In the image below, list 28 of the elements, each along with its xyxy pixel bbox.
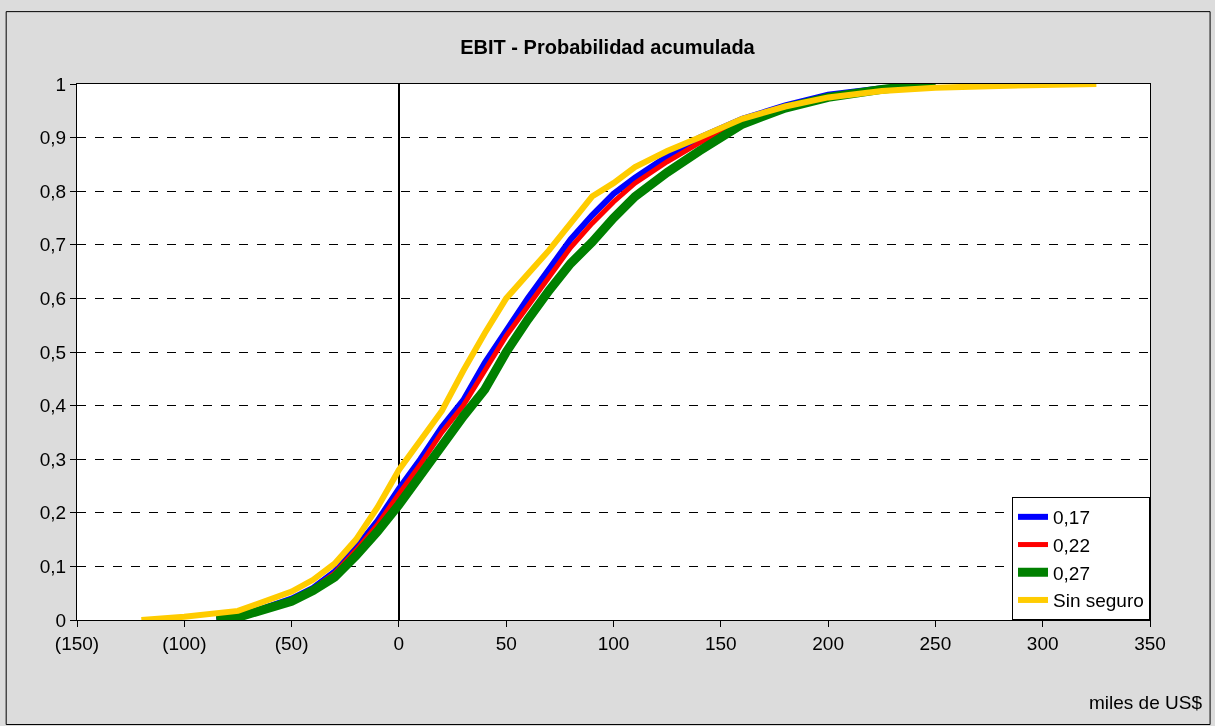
y-tick-label: 0,8 <box>39 180 67 202</box>
y-tick-label: 0,4 <box>39 395 67 417</box>
y-tick-label: 0,5 <box>39 341 67 363</box>
x-tick-label: 150 <box>704 632 737 654</box>
x-axis-title: miles de US$ <box>1089 692 1203 713</box>
x-tick-label: (100) <box>162 632 207 654</box>
x-tick-label: 50 <box>495 632 517 654</box>
x-tick-label: (50) <box>274 632 309 654</box>
y-tick-label: 0,7 <box>39 234 67 256</box>
legend-label: 0,17 <box>1053 507 1090 529</box>
x-tick-label: 100 <box>597 632 630 654</box>
x-tick-label: (150) <box>54 632 100 654</box>
legend-label: Sin seguro <box>1053 590 1144 612</box>
y-tick-label: 1 <box>55 73 67 95</box>
chart-title: EBIT - Probabilidad acumulada <box>460 36 756 59</box>
x-tick-label: 300 <box>1026 632 1059 654</box>
y-tick-label: 0,1 <box>39 556 67 578</box>
y-tick-label: 0,9 <box>39 127 67 149</box>
legend-label: 0,27 <box>1053 562 1090 584</box>
legend-label: 0,22 <box>1053 534 1090 556</box>
y-tick-label: 0,2 <box>39 502 67 524</box>
x-tick-label: 200 <box>812 632 844 654</box>
x-tick-label: 350 <box>1134 632 1166 654</box>
x-tick-label: 0 <box>393 632 405 654</box>
x-tick-label: 250 <box>919 632 952 654</box>
y-tick-label: 0 <box>55 609 67 631</box>
y-tick-label: 0,3 <box>39 448 67 470</box>
y-tick-label: 0,6 <box>39 288 67 310</box>
